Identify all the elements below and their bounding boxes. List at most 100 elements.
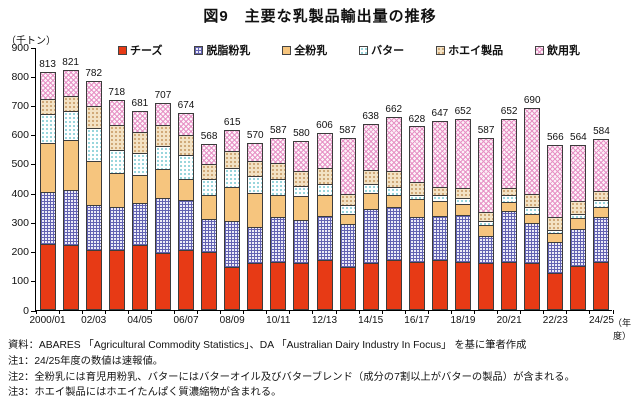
bar-total-label: 587	[339, 125, 356, 137]
segment-cheese	[548, 274, 563, 309]
y-axis-label: 400	[11, 187, 29, 200]
bar-total-label: 587	[477, 125, 495, 137]
bar-total-label: 570	[246, 130, 264, 142]
segment-butter	[63, 111, 78, 142]
segment-skim	[63, 190, 78, 246]
segment-butter	[502, 195, 517, 204]
bar-total-label: 587	[269, 125, 287, 137]
segment-skim	[225, 221, 240, 269]
segment-wmp	[317, 196, 332, 217]
segment-milk	[132, 112, 147, 133]
y-axis-tick	[31, 193, 36, 195]
y-axis-label: 300	[11, 216, 29, 229]
legend-label: 飲用乳	[546, 45, 580, 57]
segment-wmp	[40, 143, 55, 194]
stacked-bar-18-19	[454, 119, 471, 310]
segment-whey	[40, 100, 55, 115]
bar-total-label: 580	[293, 127, 310, 139]
segment-cheese	[502, 262, 517, 309]
segment-cheese	[179, 251, 194, 309]
segment-milk	[571, 146, 586, 203]
segment-whey	[386, 171, 401, 188]
segment-skim	[109, 207, 124, 252]
segment-cheese	[40, 245, 55, 309]
segment-butter	[363, 185, 378, 194]
x-axis-tick	[150, 310, 152, 314]
y-axis-label: 900	[11, 41, 29, 54]
x-axis-tick	[358, 310, 360, 314]
segment-milk	[409, 127, 424, 183]
segment-cheese	[86, 250, 101, 309]
x-axis-tick	[104, 310, 106, 314]
segment-cheese	[340, 268, 355, 309]
segment-wmp	[271, 196, 286, 218]
segment-cheese	[109, 251, 124, 309]
x-axis-tick	[474, 310, 476, 314]
segment-butter	[179, 155, 194, 180]
segment-milk	[63, 71, 78, 98]
x-axis-label: 14/15	[358, 315, 384, 326]
x-axis-label: 08/09	[219, 315, 245, 326]
stacked-bar-01-02	[62, 70, 79, 310]
bar-total-label: 782	[85, 68, 103, 80]
segment-wmp	[525, 214, 540, 224]
note-3: 注3：ホエイ製品にはホエイたんぱく質濃縮物が含まれる。	[8, 387, 282, 399]
x-axis-tick	[173, 310, 175, 314]
y-axis-unit-label: （千トン）	[6, 36, 56, 47]
legend-label: バター	[371, 45, 405, 57]
bar-total-label: 690	[523, 95, 541, 107]
y-axis-tick	[31, 47, 36, 49]
legend-item-skim: 脱脂粉乳	[194, 42, 250, 58]
segment-skim	[502, 211, 517, 263]
stacked-bar-08-09	[224, 130, 241, 310]
stacked-bar-03-04	[108, 100, 125, 310]
y-axis-tick	[31, 310, 36, 312]
segment-skim	[479, 236, 494, 265]
segment-cheese	[594, 262, 609, 309]
stacked-bar-15-16	[385, 117, 402, 310]
x-axis-tick	[220, 310, 222, 314]
segment-whey	[363, 171, 378, 185]
segment-butter	[479, 222, 494, 227]
segment-butter	[340, 206, 355, 215]
bar-total-label: 568	[200, 131, 218, 143]
whey-swatch-icon	[436, 45, 446, 55]
x-axis-label: 18/19	[450, 315, 476, 326]
segment-whey	[502, 188, 517, 196]
bar-total-label: 652	[454, 106, 472, 118]
segment-skim	[294, 221, 309, 265]
segment-wmp	[479, 226, 494, 237]
segment-wmp	[455, 204, 470, 217]
stacked-bar-05-06	[154, 103, 171, 310]
x-axis-tick	[312, 310, 314, 314]
y-axis-label: 0	[23, 304, 29, 317]
legend-item-cheese: チーズ	[118, 42, 162, 58]
y-axis-label: 600	[11, 129, 29, 142]
bar-total-label: 638	[362, 110, 379, 122]
segment-cheese	[571, 267, 586, 309]
segment-skim	[155, 198, 170, 254]
segment-cheese	[525, 264, 540, 309]
x-axis-tick	[450, 310, 452, 314]
bar-total-label: 718	[108, 87, 126, 99]
segment-wmp	[132, 175, 147, 205]
butter-swatch-icon	[359, 45, 369, 55]
bar-total-label: 821	[62, 57, 79, 69]
segment-milk	[525, 108, 540, 195]
stacked-bar-09-10	[247, 143, 264, 310]
stacked-bar-14-15	[362, 124, 379, 310]
segment-butter	[594, 200, 609, 208]
segment-cheese	[317, 261, 332, 309]
segment-whey	[179, 136, 194, 156]
stacked-bar-19-20	[478, 138, 495, 310]
segment-milk	[479, 138, 494, 214]
x-axis-tick	[427, 310, 429, 314]
segment-whey	[63, 97, 78, 112]
segment-cheese	[363, 264, 378, 309]
bar-total-label: 628	[408, 113, 426, 125]
segment-cheese	[479, 264, 494, 309]
segment-skim	[571, 229, 586, 268]
segment-skim	[202, 220, 217, 253]
segment-milk	[248, 143, 263, 163]
segment-wmp	[548, 234, 563, 243]
